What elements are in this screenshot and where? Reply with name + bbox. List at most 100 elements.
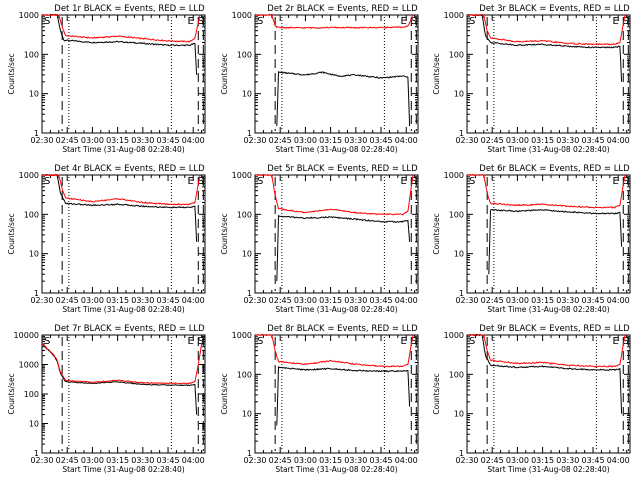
y-axis-title: Counts/sec bbox=[7, 53, 16, 94]
x-tick-label: 03:15 bbox=[531, 136, 554, 145]
x-tick-label: 02:30 bbox=[455, 296, 478, 305]
y-axis-title: Counts/sec bbox=[432, 53, 441, 94]
plot-frame bbox=[41, 174, 206, 294]
x-tick-label: 03:45 bbox=[369, 136, 392, 145]
plot-frame bbox=[254, 334, 419, 454]
y-tick-label: 1 bbox=[247, 289, 252, 298]
x-tick-label: 03:30 bbox=[556, 456, 579, 465]
plot-frame bbox=[254, 14, 419, 134]
event-marker-s: S bbox=[623, 336, 629, 347]
event-marker-e: E bbox=[188, 176, 194, 187]
y-axis-title: Counts/sec bbox=[432, 373, 441, 414]
y-tick-label: 10 bbox=[242, 90, 252, 99]
x-tick-label: 03:45 bbox=[156, 136, 179, 145]
event-marker-e: E bbox=[188, 336, 194, 347]
chart-panel-2: Det 2r BLACK = Events, RED = LLD 1 10 100 10… bbox=[220, 4, 419, 154]
x-tick-label: 03:15 bbox=[319, 456, 342, 465]
x-tick-label: 03:45 bbox=[156, 296, 179, 305]
x-tick-label: 03:45 bbox=[369, 296, 392, 305]
x-tick-label: 02:30 bbox=[455, 136, 478, 145]
plot-frame bbox=[254, 174, 419, 294]
x-axis-title: Start Time (31-Aug-08 02:28:40) bbox=[487, 145, 609, 154]
event-marker-s: S bbox=[411, 176, 417, 187]
series-line-events bbox=[41, 13, 198, 75]
y-tick-label: 100 bbox=[237, 370, 252, 379]
event-marker-e: E bbox=[401, 336, 407, 347]
x-tick-label: 03:00 bbox=[294, 456, 317, 465]
y-tick-label: 10 bbox=[454, 90, 464, 99]
event-marker-e: E bbox=[613, 176, 619, 187]
series-line-lld bbox=[254, 173, 414, 216]
y-tick-label: 1 bbox=[459, 129, 464, 138]
y-tick-label: 100 bbox=[449, 370, 464, 379]
x-tick-label: 02:30 bbox=[243, 136, 266, 145]
chart-title: Det 4r BLACK = Events, RED = LLD bbox=[54, 164, 205, 174]
x-tick-label: 02:30 bbox=[243, 296, 266, 305]
event-marker-e: E bbox=[188, 16, 194, 27]
y-tick-label: 10 bbox=[29, 90, 39, 99]
x-tick-label: 02:30 bbox=[243, 456, 266, 465]
y-tick-label: 1 bbox=[34, 289, 39, 298]
event-marker-s: S bbox=[623, 176, 629, 187]
y-tick-label: 1 bbox=[34, 129, 39, 138]
chart-title: Det 8r BLACK = Events, RED = LLD bbox=[267, 324, 418, 334]
plot-frame bbox=[466, 334, 631, 454]
x-tick-label: 04:00 bbox=[395, 136, 418, 145]
y-tick-label: 1 bbox=[34, 449, 39, 458]
series-line-events bbox=[276, 70, 411, 127]
x-tick-label: 02:45 bbox=[269, 136, 292, 145]
x-tick-label: 04:00 bbox=[182, 136, 205, 145]
x-axis-title: Start Time (31-Aug-08 02:28:40) bbox=[62, 305, 184, 314]
x-tick-label: 02:45 bbox=[56, 456, 79, 465]
x-tick-label: 04:00 bbox=[607, 136, 630, 145]
event-marker-e: E bbox=[613, 336, 619, 347]
y-tick-label: 1 bbox=[459, 449, 464, 458]
y-tick-label: 10 bbox=[29, 420, 39, 429]
y-tick-label: 10 bbox=[454, 250, 464, 259]
x-axis-title: Start Time (31-Aug-08 02:28:40) bbox=[487, 465, 609, 474]
x-tick-label: 03:00 bbox=[81, 456, 104, 465]
y-tick-label: 1000 bbox=[232, 331, 252, 340]
x-tick-label: 03:30 bbox=[556, 136, 579, 145]
series-line-lld bbox=[254, 13, 414, 30]
chart-panel-9: Det 9r BLACK = Events, RED = LLD 1 10 100 10… bbox=[432, 324, 631, 474]
x-tick-label: 02:30 bbox=[30, 296, 53, 305]
chart-panel-1: Det 1r BLACK = Events, RED = LLD 1 10 100 10… bbox=[7, 4, 206, 154]
x-tick-label: 03:00 bbox=[81, 136, 104, 145]
y-tick-label: 100 bbox=[24, 390, 39, 399]
y-axis-title: Counts/sec bbox=[7, 213, 16, 254]
y-tick-label: 1000 bbox=[444, 11, 464, 20]
series-line-lld bbox=[466, 333, 626, 368]
x-axis-title: Start Time (31-Aug-08 02:28:40) bbox=[275, 145, 397, 154]
x-axis-title: Start Time (31-Aug-08 02:28:40) bbox=[275, 305, 397, 314]
x-tick-label: 02:45 bbox=[56, 136, 79, 145]
x-tick-label: 03:15 bbox=[106, 456, 129, 465]
y-tick-label: 10000 bbox=[14, 331, 39, 340]
event-marker-s: S bbox=[198, 336, 204, 347]
y-tick-label: 1 bbox=[247, 129, 252, 138]
x-tick-label: 02:45 bbox=[269, 296, 292, 305]
plot-frame bbox=[466, 174, 631, 294]
y-tick-label: 10 bbox=[242, 250, 252, 259]
y-tick-label: 100 bbox=[24, 50, 39, 59]
event-marker-e: E bbox=[401, 176, 407, 187]
series-line-lld bbox=[41, 343, 203, 385]
x-tick-label: 03:15 bbox=[319, 296, 342, 305]
event-marker-s: S bbox=[623, 16, 629, 27]
y-tick-label: 1 bbox=[459, 289, 464, 298]
chart-panel-5: Det 5r BLACK = Events, RED = LLD 1 10 100 10… bbox=[220, 164, 419, 314]
x-tick-label: 03:30 bbox=[344, 456, 367, 465]
x-tick-label: 04:00 bbox=[182, 296, 205, 305]
y-tick-label: 1 bbox=[247, 449, 252, 458]
x-tick-label: 03:00 bbox=[506, 296, 529, 305]
x-tick-label: 03:15 bbox=[531, 296, 554, 305]
x-tick-label: 03:30 bbox=[131, 296, 154, 305]
x-tick-label: 04:00 bbox=[607, 296, 630, 305]
x-tick-label: 03:45 bbox=[156, 456, 179, 465]
x-axis-title: Start Time (31-Aug-08 02:28:40) bbox=[487, 305, 609, 314]
series-line-lld bbox=[254, 333, 414, 368]
x-tick-label: 03:15 bbox=[106, 136, 129, 145]
y-tick-label: 10 bbox=[454, 410, 464, 419]
